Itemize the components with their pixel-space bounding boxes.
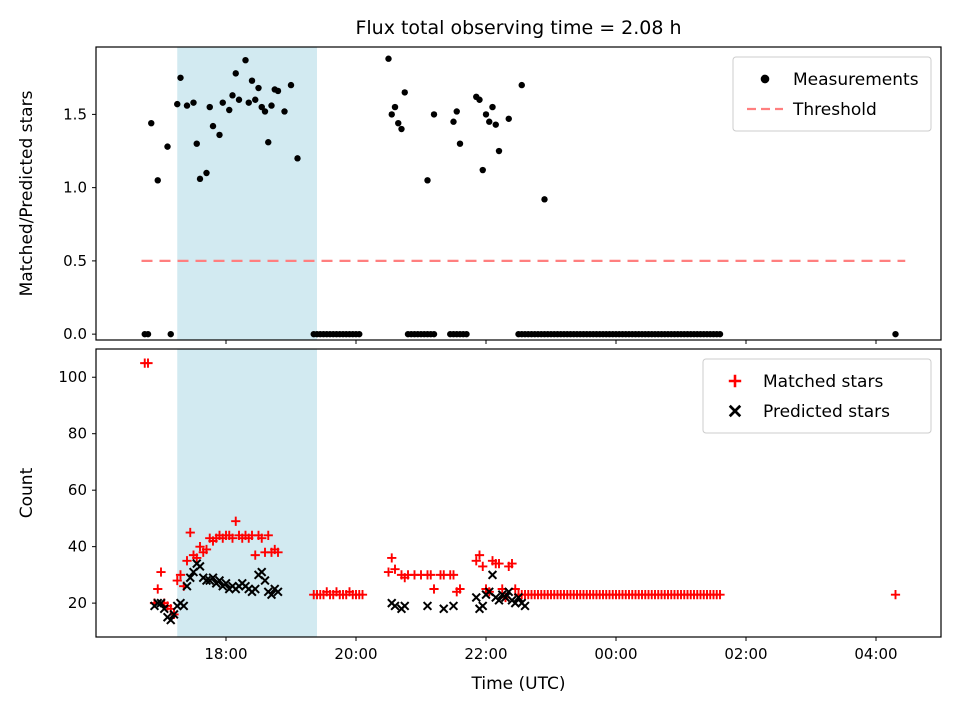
x-tick-label: 04:00 [854,645,897,663]
y-tick-label: 100 [58,368,87,386]
shaded-region [177,349,317,637]
y-axis-label: Matched/Predicted stars [17,90,37,296]
axes-frame [95,46,942,341]
legend-handle-matched-stars [728,374,742,388]
legend-label-measurements: Measurements [793,70,919,90]
legend-handle-predicted-stars [728,404,742,418]
y-tick-label: 80 [68,425,87,443]
x-tick-label: 18:00 [204,645,247,663]
legend: Matched stars Predicted stars [702,358,932,434]
ratio-subplot: 0.0 0.5 1.0 1.5 Matched/Predicted stars Flux … [17,17,942,344]
y-tick-label: 0.0 [63,325,87,343]
axes-frame [95,348,942,638]
legend-box [732,56,932,132]
y-tick-label: 60 [68,481,87,499]
x-tick-label: 02:00 [724,645,767,663]
y-tick-label: 1.5 [63,105,87,123]
legend-label-predicted-stars: Predicted stars [763,402,890,422]
legend-box [702,358,932,434]
legend-label-threshold: Threshold [792,100,877,120]
legend: Measurements Threshold [732,56,932,132]
x-tick-label: 00:00 [594,645,637,663]
y-tick-label: 0.5 [63,252,87,270]
count-subplot: 18:00 20:00 22:00 00:00 02:00 04:00 20 40 60 80 10… [17,348,942,694]
series-measurements [141,55,899,338]
y-tick-label: 40 [68,538,87,556]
y-axis-label: Count [17,467,37,518]
x-axis-label: Time (UTC) [471,674,566,694]
shaded-region [177,47,317,340]
y-tick-label: 20 [68,594,87,612]
chart-title: Flux total observing time = 2.08 h [355,17,681,39]
legend-label-matched-stars: Matched stars [763,372,883,392]
y-tick-label: 1.0 [63,179,87,197]
series-predicted-stars [149,558,530,625]
x-tick-label: 20:00 [334,645,377,663]
legend-handle-measurements [760,74,770,84]
x-tick-label: 22:00 [464,645,507,663]
